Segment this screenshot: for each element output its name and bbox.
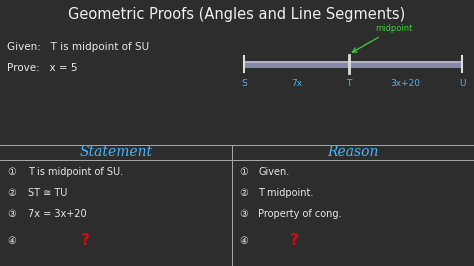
Text: ④: ④ — [8, 236, 16, 246]
Text: ④: ④ — [240, 236, 248, 246]
Text: Given.: Given. — [258, 167, 290, 177]
Text: ③: ③ — [240, 209, 248, 219]
Text: S: S — [241, 79, 247, 88]
Text: Statement: Statement — [80, 145, 153, 159]
Text: Geometric Proofs (Angles and Line Segments): Geometric Proofs (Angles and Line Segmen… — [68, 7, 406, 22]
Text: ③: ③ — [8, 209, 16, 219]
Text: ①: ① — [240, 167, 248, 177]
Text: ①: ① — [8, 167, 16, 177]
Text: Prove:   x = 5: Prove: x = 5 — [7, 63, 78, 73]
Text: T midpoint.: T midpoint. — [258, 188, 314, 198]
Text: Given:   T is midpoint of SU: Given: T is midpoint of SU — [7, 41, 149, 52]
Text: T is midpoint of SU.: T is midpoint of SU. — [28, 167, 124, 177]
Text: midpoint: midpoint — [352, 24, 412, 52]
Text: ?: ? — [81, 233, 90, 248]
Text: ?: ? — [290, 233, 298, 248]
Text: 7x = 3x+20: 7x = 3x+20 — [28, 209, 87, 219]
Text: ②: ② — [8, 188, 16, 198]
Text: ST ≅ TU: ST ≅ TU — [28, 188, 68, 198]
Text: Reason: Reason — [328, 145, 379, 159]
Text: 3x+20: 3x+20 — [391, 79, 420, 88]
Text: T: T — [346, 79, 351, 88]
Text: 7x: 7x — [291, 79, 302, 88]
Text: ②: ② — [240, 188, 248, 198]
Text: Property of cong.: Property of cong. — [258, 209, 342, 219]
Text: U: U — [459, 79, 465, 88]
